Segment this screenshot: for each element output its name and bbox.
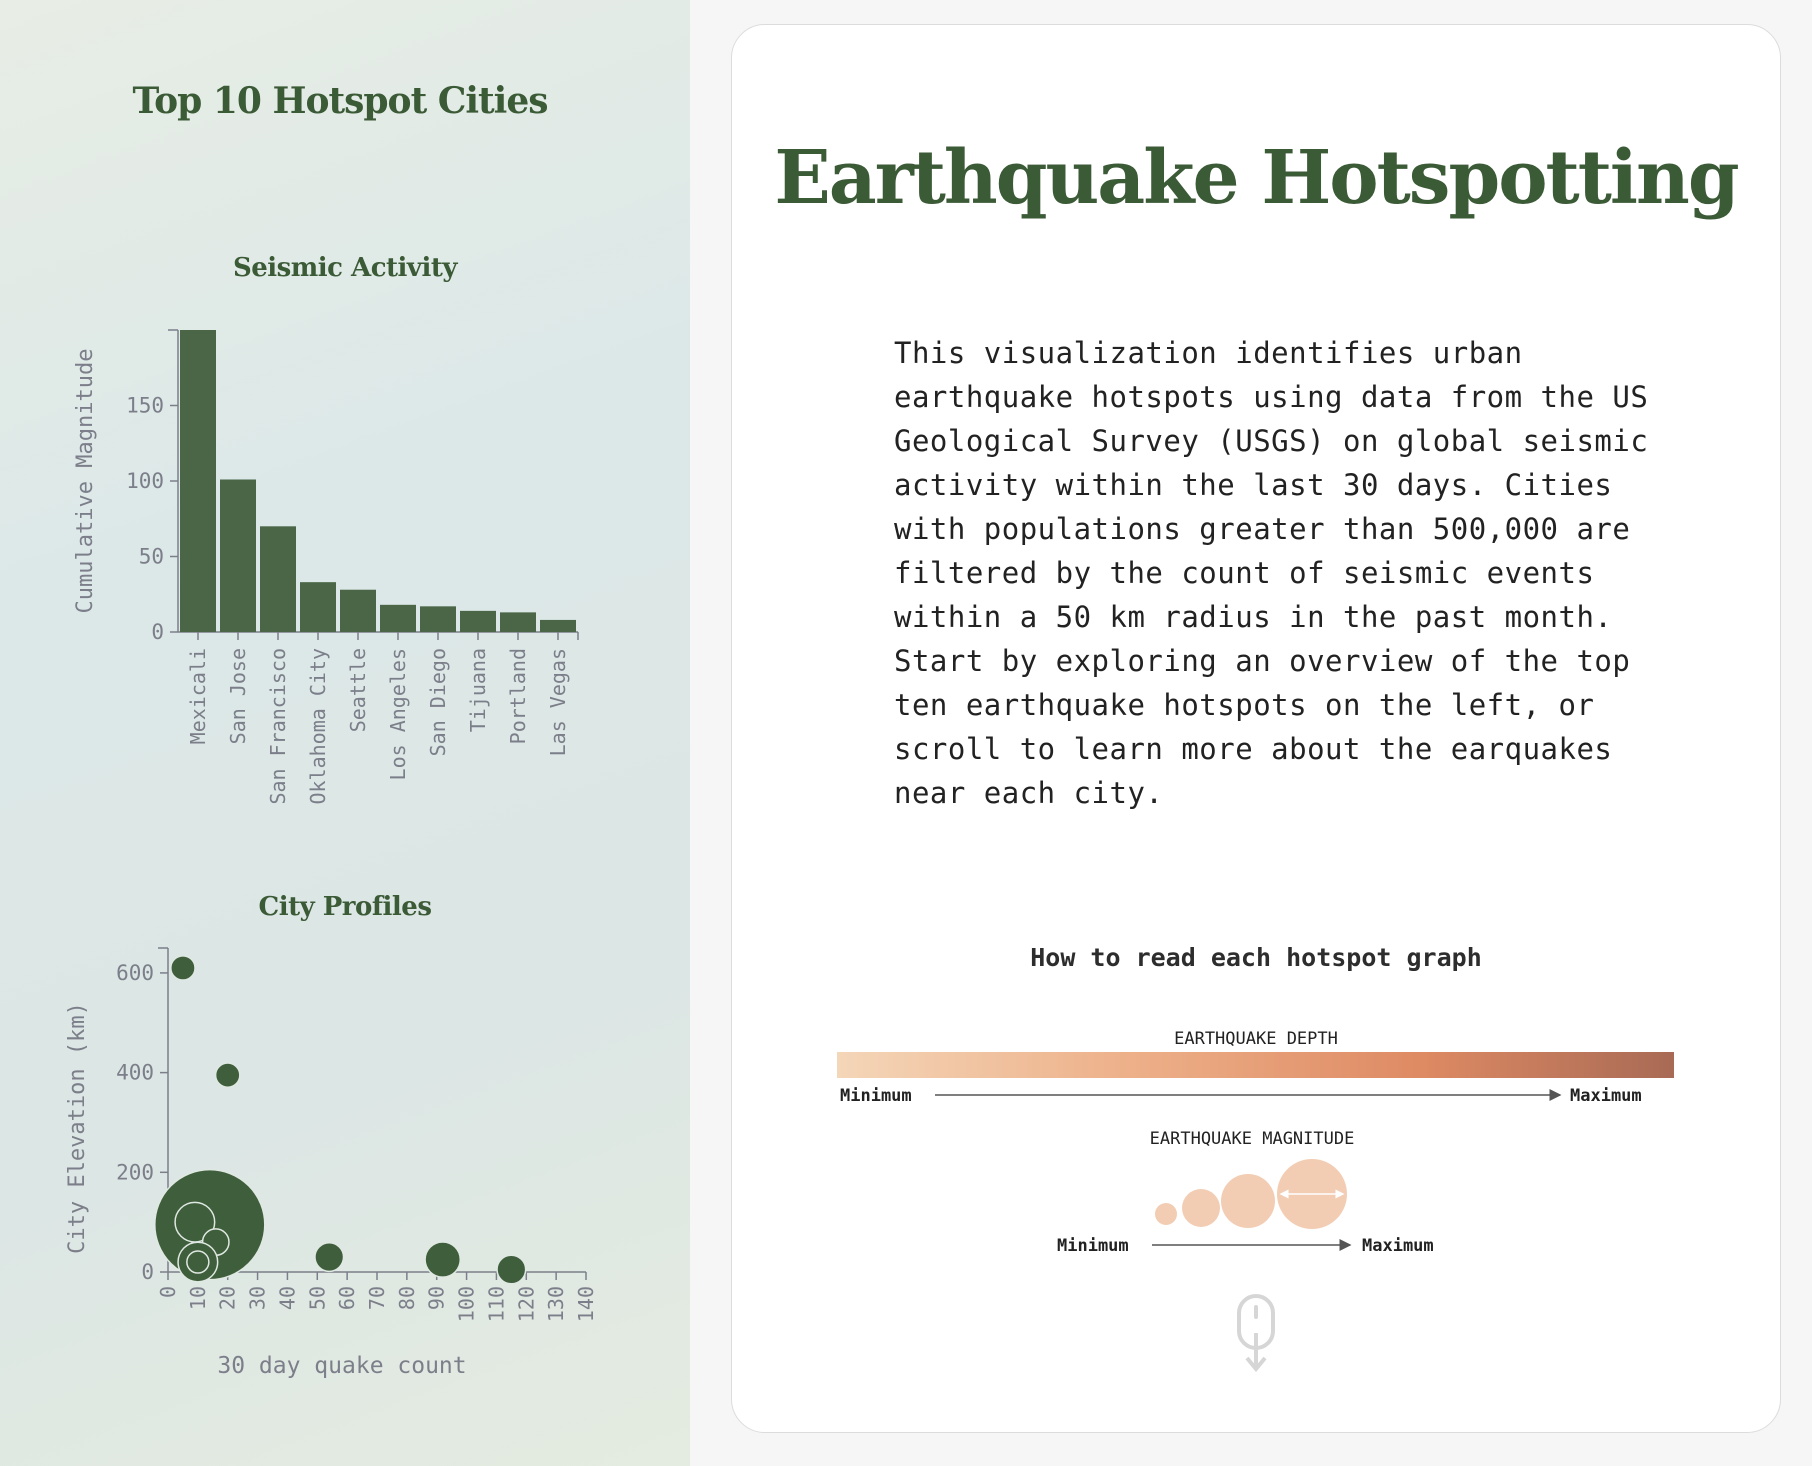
x-tick-label: Las Vegas: [546, 648, 570, 756]
y-axis-title: City Elevation (km): [65, 1002, 90, 1254]
x-tick-label: 140: [574, 1286, 598, 1322]
bar: [540, 619, 576, 632]
bar: [380, 604, 416, 632]
x-tick-label: Seattle: [346, 648, 370, 732]
sidebar: Top 10 Hotspot Cities Seismic Activity 0…: [0, 0, 690, 1466]
magnitude-max-label: Maximum: [1362, 1236, 1434, 1256]
mouse-scroll-icon[interactable]: [1236, 1293, 1276, 1375]
x-tick-label: San Jose: [226, 648, 250, 744]
bubble-point: [496, 1254, 527, 1285]
x-tick-label: 30: [246, 1286, 270, 1310]
bar: [180, 330, 216, 632]
bubble-point: [314, 1241, 345, 1273]
bar: [260, 526, 296, 632]
y-tick-label: 150: [126, 394, 164, 418]
magnitude-min-label: Minimum: [1057, 1236, 1129, 1256]
x-tick-label: 10: [186, 1286, 210, 1310]
x-tick-label: Mexicali: [186, 648, 210, 744]
bubble-point: [170, 955, 196, 981]
bar: [300, 582, 336, 632]
x-tick-label: 0: [156, 1286, 180, 1298]
x-tick-label: 50: [305, 1286, 329, 1310]
intro-paragraph: This visualization identifies urban eart…: [894, 336, 1649, 810]
x-tick-label: Oklahoma City: [306, 648, 330, 805]
y-tick-label: 600: [116, 961, 154, 985]
x-tick-label: Los Angeles: [386, 648, 410, 780]
bubble-chart-title: City Profiles: [258, 892, 432, 922]
bar: [420, 606, 456, 632]
depth-min-label: Minimum: [840, 1086, 912, 1106]
legend-title: How to read each hotspot graph: [1030, 943, 1482, 972]
x-tick-label: 20: [216, 1286, 240, 1310]
x-tick-label: 130: [544, 1286, 568, 1322]
x-tick-label: 90: [425, 1286, 449, 1310]
intro-card: Earthquake Hotspotting This visualizatio…: [731, 24, 1781, 1433]
depth-max-label: Maximum: [1570, 1086, 1642, 1106]
magnitude-circle-3: [1221, 1174, 1275, 1228]
depth-gradient-bar: [837, 1052, 1674, 1078]
bubble-point: [424, 1241, 462, 1278]
bar: [500, 612, 536, 632]
x-tick-label: 120: [514, 1286, 538, 1322]
magnitude-circle-1: [1155, 1203, 1177, 1225]
y-tick-label: 200: [116, 1160, 154, 1184]
magnitude-circle-2: [1182, 1189, 1220, 1227]
legend-graphic: EARTHQUAKE DEPTH Minimum Maximum EARTHQU…: [837, 1029, 1674, 1256]
y-tick-label: 100: [126, 469, 164, 493]
x-tick-label: 40: [275, 1286, 299, 1310]
bubble-point: [186, 1250, 210, 1274]
page-title: Earthquake Hotspotting: [774, 135, 1739, 221]
x-tick-label: Tijuana: [466, 648, 490, 732]
seismic-activity-bar-chart: 0 50 100 150 Mexicali San Jose San Francisco Ok…: [73, 329, 579, 805]
city-profiles-bubble-chart: 0 200 400 600 0 10 20 30 40 50 60 70 80 90 100 110 120 13…: [65, 947, 598, 1379]
bar: [220, 479, 256, 632]
x-tick-label: 60: [335, 1286, 359, 1310]
bar: [460, 610, 496, 632]
y-tick-label: 50: [139, 545, 164, 569]
y-axis-title: Cumulative Magnitude: [73, 349, 98, 614]
x-tick-label: San Diego: [426, 648, 450, 756]
x-tick-label: 80: [395, 1286, 419, 1310]
x-tick-label: 100: [455, 1286, 479, 1322]
x-tick-label: 110: [484, 1286, 508, 1322]
depth-legend-label: EARTHQUAKE DEPTH: [1174, 1029, 1338, 1049]
x-tick-label: Portland: [506, 648, 530, 744]
sidebar-title: Top 10 Hotspot Cities: [132, 80, 548, 122]
y-tick-label: 400: [116, 1061, 154, 1085]
x-axis-title: 30 day quake count: [217, 1353, 466, 1379]
magnitude-legend-label: EARTHQUAKE MAGNITUDE: [1150, 1129, 1355, 1149]
x-tick-label: 70: [365, 1286, 389, 1310]
bubble-point: [214, 1062, 241, 1088]
x-tick-label: San Francisco: [266, 648, 290, 805]
y-tick-label: 0: [141, 1260, 154, 1284]
bar-chart-title: Seismic Activity: [232, 253, 458, 283]
bar: [340, 589, 376, 632]
y-tick-label: 0: [151, 620, 164, 644]
